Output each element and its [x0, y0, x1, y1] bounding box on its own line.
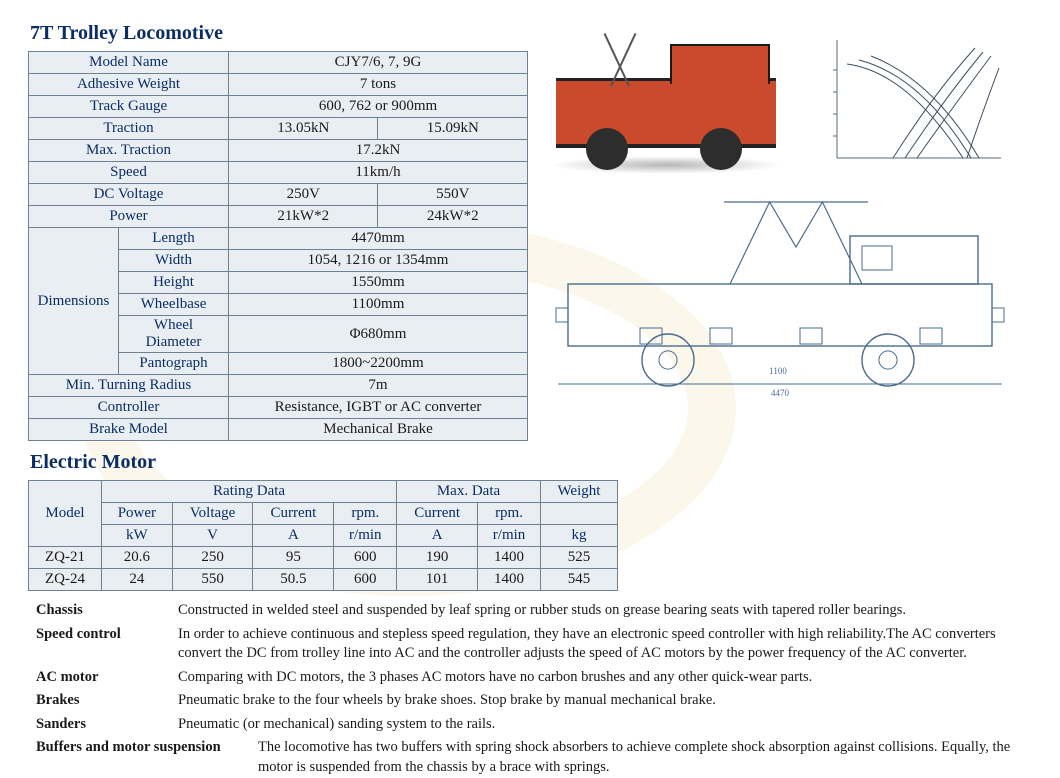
desc-label: AC motor [28, 668, 178, 688]
spec-val: 4470mm [229, 228, 528, 250]
th-unit: r/min [478, 525, 541, 547]
cell: 95 [253, 547, 334, 569]
cell: 1400 [478, 569, 541, 591]
motor-row: ZQ-21 20.6 250 95 600 190 1400 525 [29, 547, 618, 569]
cell: 1400 [478, 547, 541, 569]
cell: 600 [334, 547, 397, 569]
spec-table: Model Name CJY7/6, 7, 9G Adhesive Weight… [28, 51, 528, 441]
cell: 250 [172, 547, 253, 569]
desc-text: The locomotive has two buffers with spri… [258, 738, 1032, 777]
spec-val: 21kW*2 [229, 206, 378, 228]
cell: 101 [397, 569, 478, 591]
th: Voltage [172, 503, 253, 525]
th-rating: Rating Data [102, 481, 397, 503]
th: Current [253, 503, 334, 525]
th-model: Model [29, 481, 102, 547]
spec-val: 7m [229, 375, 528, 397]
desc-label: Brakes [28, 691, 178, 711]
th-unit: V [172, 525, 253, 547]
spec-key: Traction [29, 118, 229, 140]
page-title: 7T Trolley Locomotive [30, 22, 528, 45]
spec-val: 600, 762 or 900mm [229, 96, 528, 118]
spec-key: DC Voltage [29, 184, 229, 206]
th-max: Max. Data [397, 481, 541, 503]
spec-key: Wheel Diameter [119, 316, 229, 353]
cell: 600 [334, 569, 397, 591]
spec-val: 24kW*2 [378, 206, 528, 228]
svg-text:1100: 1100 [769, 366, 787, 376]
spec-val: 11km/h [229, 162, 528, 184]
cell: ZQ-21 [29, 547, 102, 569]
th-unit: A [253, 525, 334, 547]
cell: 24 [102, 569, 173, 591]
cell: 50.5 [253, 569, 334, 591]
spec-val: 250V [229, 184, 378, 206]
spec-key: Min. Turning Radius [29, 375, 229, 397]
desc-text: Pneumatic brake to the four wheels by br… [178, 691, 1032, 711]
desc-text: Pneumatic (or mechanical) sanding system… [178, 715, 1032, 735]
performance-chart [805, 20, 1005, 170]
spec-key: Adhesive Weight [29, 74, 229, 96]
spec-val: 13.05kN [229, 118, 378, 140]
spec-key: Model Name [29, 52, 229, 74]
spec-key: Power [29, 206, 229, 228]
th-unit: A [397, 525, 478, 547]
spec-key: Wheelbase [119, 294, 229, 316]
th-unit: kW [102, 525, 173, 547]
desc-label: Chassis [28, 601, 178, 621]
spec-key: Height [119, 272, 229, 294]
spec-key: Track Gauge [29, 96, 229, 118]
spec-val: 17.2kN [229, 140, 528, 162]
spec-val: 1800~2200mm [229, 353, 528, 375]
th-unit: r/min [334, 525, 397, 547]
spec-key: Length [119, 228, 229, 250]
cell: 20.6 [102, 547, 173, 569]
spec-val: 1550mm [229, 272, 528, 294]
th: Current [397, 503, 478, 525]
desc-text: Constructed in welded steel and suspende… [178, 601, 1032, 621]
motor-table: Model Rating Data Max. Data Weight Power… [28, 480, 618, 591]
spec-key: Speed [29, 162, 229, 184]
spec-key: Dimensions [29, 228, 119, 375]
th: rpm. [478, 503, 541, 525]
spec-key: Controller [29, 397, 229, 419]
desc-text: Comparing with DC motors, the 3 phases A… [178, 668, 1032, 688]
desc-label: Sanders [28, 715, 178, 735]
spec-val: 15.09kN [378, 118, 528, 140]
spec-key: Brake Model [29, 419, 229, 441]
spec-val: 1100mm [229, 294, 528, 316]
description-block: Chassis Constructed in welded steel and … [28, 601, 1032, 778]
spec-val: Mechanical Brake [229, 419, 528, 441]
locomotive-photo [550, 20, 785, 170]
th: Power [102, 503, 173, 525]
spec-val: CJY7/6, 7, 9G [229, 52, 528, 74]
spec-val: Φ680mm [229, 316, 528, 353]
cell: 550 [172, 569, 253, 591]
desc-text: In order to achieve continuous and stepl… [178, 625, 1032, 664]
spec-key: Max. Traction [29, 140, 229, 162]
motor-title: Electric Motor [30, 451, 528, 474]
desc-label: Speed control [28, 625, 178, 664]
spec-val: 1054, 1216 or 1354mm [229, 250, 528, 272]
motor-row: ZQ-24 24 550 50.5 600 101 1400 545 [29, 569, 618, 591]
cell: ZQ-24 [29, 569, 102, 591]
blueprint-drawing: 4470 1100 [550, 188, 1010, 398]
th: rpm. [334, 503, 397, 525]
spec-val: 550V [378, 184, 528, 206]
spec-val: 7 tons [229, 74, 528, 96]
desc-label: Buffers and motor suspension [28, 738, 258, 777]
spec-val: Resistance, IGBT or AC converter [229, 397, 528, 419]
spec-key: Width [119, 250, 229, 272]
svg-text:4470: 4470 [771, 388, 790, 398]
spec-key: Pantograph [119, 353, 229, 375]
cell: 190 [397, 547, 478, 569]
